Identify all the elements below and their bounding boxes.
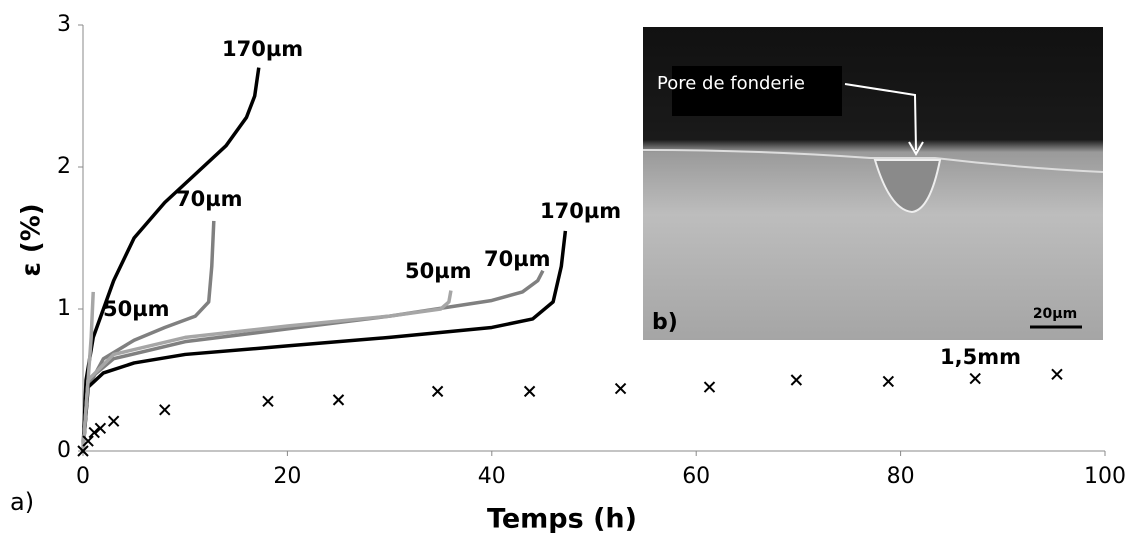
curve [81, 230, 568, 452]
inset: Pore de fonderie b) 20µm [642, 27, 1104, 340]
data-point [77, 445, 89, 457]
series-label: 170µm [540, 199, 621, 223]
x-axis-title: Temps (h) [487, 504, 637, 535]
surface-edge [642, 149, 1104, 173]
data-point [882, 375, 895, 388]
arrow-head [908, 141, 924, 156]
series-label: 170µm [222, 37, 303, 61]
data-point [1051, 368, 1063, 381]
inset-annotation: Pore de fonderie [657, 73, 805, 94]
y-tick-label: 1 [57, 296, 71, 321]
x-tick-label: 40 [478, 464, 506, 489]
y-axis-title: ε (%) [17, 203, 47, 276]
data-point [82, 435, 94, 447]
data-point [614, 382, 627, 395]
series-label: 70µm [484, 247, 551, 271]
data-point [332, 394, 345, 406]
data-point [107, 415, 120, 427]
data-point [523, 385, 536, 398]
inset-label: b) [652, 310, 678, 335]
annotation-box [672, 66, 842, 116]
data-point [88, 426, 100, 439]
series-label: 1,5mm [940, 345, 1021, 369]
x-tick-label: 20 [273, 464, 301, 489]
data-point [969, 372, 981, 385]
panel-label: a) [10, 488, 34, 516]
data-point [703, 381, 716, 393]
data-point [431, 385, 444, 398]
data-point [94, 422, 107, 434]
series-label: 50µm [405, 259, 472, 283]
y-tick-label: 2 [57, 154, 71, 179]
curve [81, 67, 261, 452]
series-label: 70µm [176, 187, 243, 211]
curve [81, 290, 453, 452]
x-tick-label: 0 [76, 464, 90, 489]
x-tick-label: 60 [682, 464, 710, 489]
data-point [790, 374, 803, 386]
data-point [159, 404, 171, 416]
x-tick-label: 80 [887, 464, 915, 489]
scale-bar-label: 20µm [1033, 306, 1077, 322]
series-label: 50µm [103, 297, 170, 321]
y-tick-label: 0 [57, 438, 71, 463]
arrow [844, 83, 917, 151]
pore [873, 159, 942, 214]
y-tick-label: 3 [57, 12, 71, 37]
x-tick-label: 100 [1084, 464, 1126, 489]
data-point [262, 395, 274, 408]
